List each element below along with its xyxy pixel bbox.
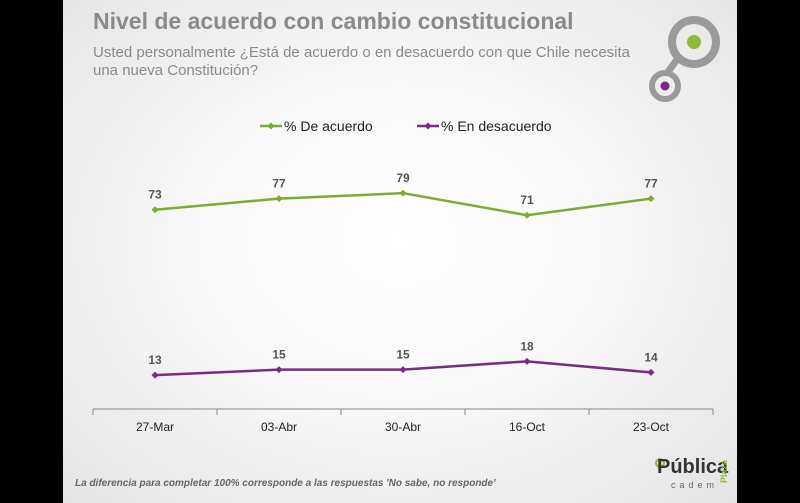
data-point: [399, 189, 407, 197]
plaza-publica-logo: Pública Plaza cadem: [655, 450, 731, 492]
line-chart: % De acuerdo % En desacuerdo 27-Mar 03-Abr…: [92, 118, 714, 434]
logo-dot-icon: [655, 458, 665, 468]
logo-plaza-text: Plaza: [719, 460, 729, 484]
data-point: [523, 211, 531, 219]
x-tick-label: 03-Abr: [261, 420, 297, 434]
x-tick-label: 27-Mar: [136, 420, 174, 434]
legend-label: % En desacuerdo: [441, 118, 552, 134]
data-label: 15: [272, 348, 286, 362]
legend-item: % En desacuerdo: [417, 118, 552, 134]
chart-title: Nivel de acuerdo con cambio constitucion…: [93, 8, 574, 34]
logo-cadem-text: cadem: [671, 480, 719, 490]
data-point: [151, 206, 159, 214]
x-tick-label: 16-Oct: [509, 420, 546, 434]
data-point: [275, 195, 283, 203]
data-point: [275, 366, 283, 374]
chart-subtitle: Usted personalmente ¿Está de acuerdo o e…: [93, 44, 631, 79]
data-label: 18: [520, 339, 534, 353]
data-point: [647, 368, 655, 376]
data-label: 13: [148, 353, 162, 367]
data-label: 73: [148, 188, 162, 202]
chart-legend: % De acuerdo % En desacuerdo: [260, 118, 552, 134]
legend-label: % De acuerdo: [284, 118, 373, 134]
data-point: [647, 195, 655, 203]
data-point: [151, 371, 159, 379]
data-label: 77: [272, 177, 286, 191]
data-point: [523, 357, 531, 365]
legend-swatch-marker: [267, 122, 275, 130]
footnote: La diferencia para completar 100% corres…: [75, 478, 496, 489]
data-label: 77: [644, 177, 658, 191]
series-de-acuerdo: 73 77 79 71 77: [148, 171, 658, 219]
data-point: [399, 366, 407, 374]
data-label: 15: [396, 348, 410, 362]
legend-swatch-marker: [424, 122, 432, 130]
x-tick-label: 30-Abr: [385, 420, 421, 434]
x-tick-label: 23-Oct: [633, 420, 670, 434]
data-label: 79: [396, 171, 410, 185]
legend-item: % De acuerdo: [260, 118, 373, 134]
decorative-circles-icon: [649, 16, 720, 102]
logo-publica-text: Pública: [657, 456, 729, 478]
data-label: 71: [520, 193, 534, 207]
data-label: 14: [644, 350, 658, 364]
x-axis: 27-Mar 03-Abr 30-Abr 16-Oct 23-Oct: [92, 408, 714, 434]
series-en-desacuerdo: 13 15 15 18 14: [148, 339, 658, 379]
slide: Nivel de acuerdo con cambio constitucion…: [63, 0, 737, 503]
